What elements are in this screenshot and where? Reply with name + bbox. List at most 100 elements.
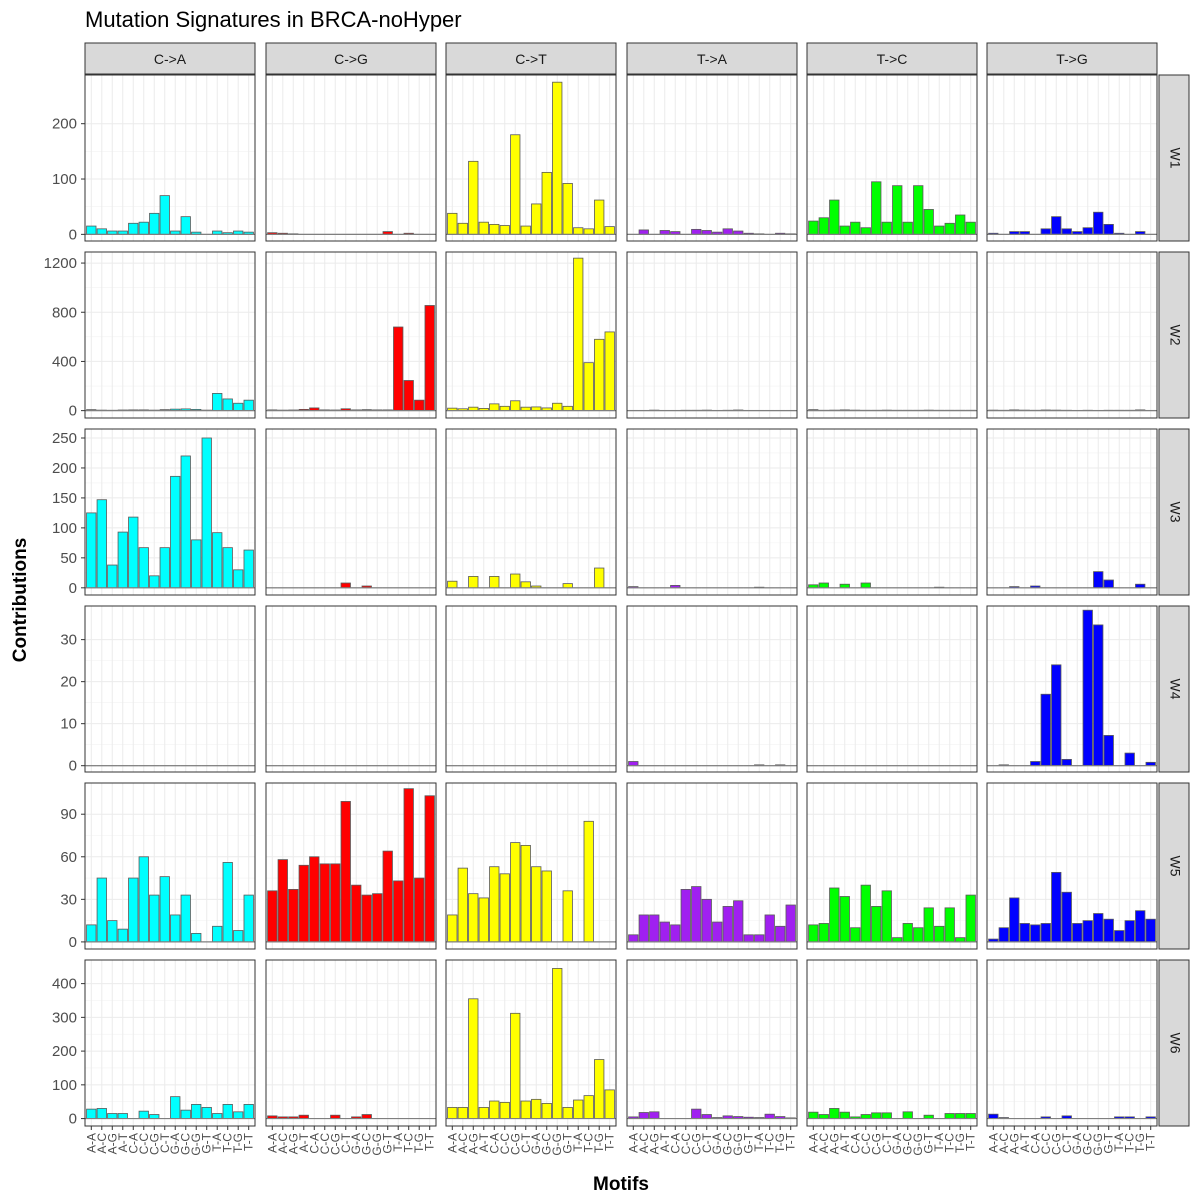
bar-w2-c-to-t-c-c — [499, 405, 510, 412]
bar-w1-t-to-c-a-g — [829, 199, 840, 235]
bar-w5-c-to-a-g-g — [191, 932, 202, 943]
bar-w4-t-to-g-g-c — [1082, 609, 1093, 767]
x-tick-label-g-a: G-A — [529, 1133, 543, 1154]
panel-border — [806, 251, 978, 419]
y-tick-label-w5: 90 — [60, 806, 77, 823]
bar-w1-c-to-a-g-c — [180, 216, 191, 235]
bar-w5-c-to-g-t-c — [403, 788, 414, 943]
bar-w1-t-to-c-g-g — [913, 185, 924, 235]
y-tick-label-w3: 250 — [52, 430, 77, 447]
panel-border — [265, 251, 437, 419]
x-tick-label-c-t: C-T — [700, 1132, 714, 1153]
x-tick-label-t-c: T-C — [943, 1133, 957, 1153]
bar-w1-t-to-g-g-t — [1103, 223, 1114, 235]
x-tick-label-t-c: T-C — [221, 1133, 235, 1153]
bar-w4-t-to-g-g-g — [1093, 624, 1104, 767]
bar-w6-c-to-t-g-t — [562, 1107, 573, 1119]
bar-w3-c-to-t-a-g — [468, 576, 479, 589]
bar-w5-c-to-g-c-g — [330, 863, 341, 943]
bar-w3-c-to-t-t-g — [594, 567, 605, 589]
bar-w1-t-to-c-a-a — [808, 220, 819, 235]
y-tick-label-w2: 0 — [69, 403, 77, 420]
panel-w4-c-to-a — [84, 605, 256, 773]
panel-w6-t-to-c — [806, 959, 978, 1127]
bar-w1-t-to-c-t-g — [955, 214, 966, 235]
panel-background — [987, 960, 1157, 1126]
panel-border — [265, 428, 437, 596]
bar-w5-t-to-g-t-g — [1135, 910, 1146, 943]
x-tick-label-g-g: G-G — [911, 1133, 925, 1156]
bar-w3-c-to-a-t-c — [222, 547, 233, 589]
bar-w5-c-to-t-c-t — [520, 845, 531, 943]
bar-w6-t-to-a-t-c — [764, 1113, 775, 1119]
panel-w4-t-to-c — [806, 605, 978, 773]
bar-w3-t-to-c-a-c — [818, 582, 829, 589]
bar-w2-c-to-t-g-t — [562, 405, 573, 412]
x-tick-label-g-t: G-T — [1102, 1132, 1116, 1153]
bar-w5-t-to-a-t-g — [775, 925, 786, 943]
bar-w6-c-to-t-c-a — [489, 1100, 500, 1119]
x-tick-label-t-a: T-A — [932, 1133, 946, 1152]
x-tick-label-a-a: A-A — [806, 1133, 820, 1153]
x-tick-label-c-c: C-C — [679, 1133, 693, 1155]
x-tick-label-a-c: A-C — [637, 1133, 651, 1154]
panel-w2-c-to-t — [445, 251, 617, 419]
x-tick-label-c-t: C-T — [880, 1132, 894, 1153]
bar-w5-t-to-a-c-t — [701, 898, 712, 943]
x-tick-label-g-a: G-A — [1070, 1133, 1084, 1154]
bar-w6-c-to-a-a-t — [117, 1113, 128, 1119]
bar-w5-c-to-t-g-t — [562, 890, 573, 943]
panel-border — [265, 782, 437, 950]
bar-w5-t-to-g-c-g — [1051, 871, 1062, 943]
bar-w5-t-to-g-t-t — [1145, 918, 1156, 943]
x-tick-label-c-a: C-A — [1028, 1133, 1042, 1154]
bar-w5-t-to-c-c-g — [871, 906, 882, 943]
bar-w3-t-to-g-g-g — [1093, 571, 1104, 589]
y-tick-label-w3: 0 — [69, 580, 77, 597]
bar-w2-c-to-a-t-c — [222, 398, 233, 412]
panel-background — [85, 960, 255, 1126]
bar-w3-c-to-a-c-g — [149, 575, 160, 589]
x-tick-label-a-g: A-G — [827, 1133, 841, 1154]
y-tick-label-w3: 150 — [52, 490, 77, 507]
bar-w1-t-to-a-a-c — [638, 229, 649, 235]
bar-w5-c-to-g-c-c — [319, 863, 330, 943]
bar-w2-c-to-g-t-g — [414, 399, 425, 412]
bar-w3-c-to-a-a-c — [96, 499, 107, 589]
x-tick-label-a-t: A-T — [658, 1132, 672, 1152]
panel-border — [265, 74, 437, 242]
bar-w2-c-to-t-c-g — [510, 400, 521, 412]
x-tick-label-t-c: T-C — [402, 1133, 416, 1153]
bar-w6-c-to-t-a-a — [447, 1107, 458, 1119]
x-tick-label-a-t: A-T — [477, 1132, 491, 1152]
bar-w3-c-to-g-c-t — [340, 582, 351, 589]
panel-w6-t-to-a — [626, 959, 798, 1127]
x-tick-label-t-c: T-C — [582, 1133, 596, 1153]
bar-w6-c-to-a-c-c — [138, 1110, 149, 1119]
panel-w1-t-to-g — [986, 74, 1158, 242]
bar-w1-c-to-t-g-a — [531, 203, 542, 235]
x-tick-label-t-c: T-C — [1123, 1133, 1137, 1153]
panel-background — [266, 960, 436, 1126]
bar-w5-c-to-a-a-c — [96, 877, 107, 943]
panel-border — [84, 959, 256, 1127]
bar-w6-c-to-a-t-a — [212, 1113, 223, 1119]
bar-w2-c-to-t-t-g — [594, 338, 605, 412]
bar-w5-t-to-a-t-c — [764, 914, 775, 943]
x-tick-label-c-g: C-G — [689, 1133, 703, 1155]
bar-w5-c-to-t-g-c — [541, 870, 552, 943]
bar-w5-c-to-a-t-a — [212, 925, 223, 943]
x-tick-label-c-t: C-T — [158, 1132, 172, 1153]
panel-w2-t-to-a — [626, 251, 798, 419]
bar-w6-c-to-t-t-t — [604, 1089, 615, 1119]
x-tick-label-g-a: G-A — [710, 1133, 724, 1154]
strip-label-w4: W4 — [1167, 679, 1183, 700]
bar-w6-t-to-c-a-a — [808, 1111, 819, 1119]
bar-w4-t-to-a-a-a — [628, 761, 639, 767]
bar-w5-t-to-g-c-a — [1030, 924, 1041, 943]
bar-w4-t-to-g-c-t — [1061, 758, 1072, 767]
facet-grid: C->A C->G C->T T->A T->C T->GW1W2W3W4W5W60100… — [44, 42, 1190, 1156]
bar-w5-t-to-a-g-t — [743, 934, 754, 943]
strip-w5 — [1158, 782, 1190, 950]
